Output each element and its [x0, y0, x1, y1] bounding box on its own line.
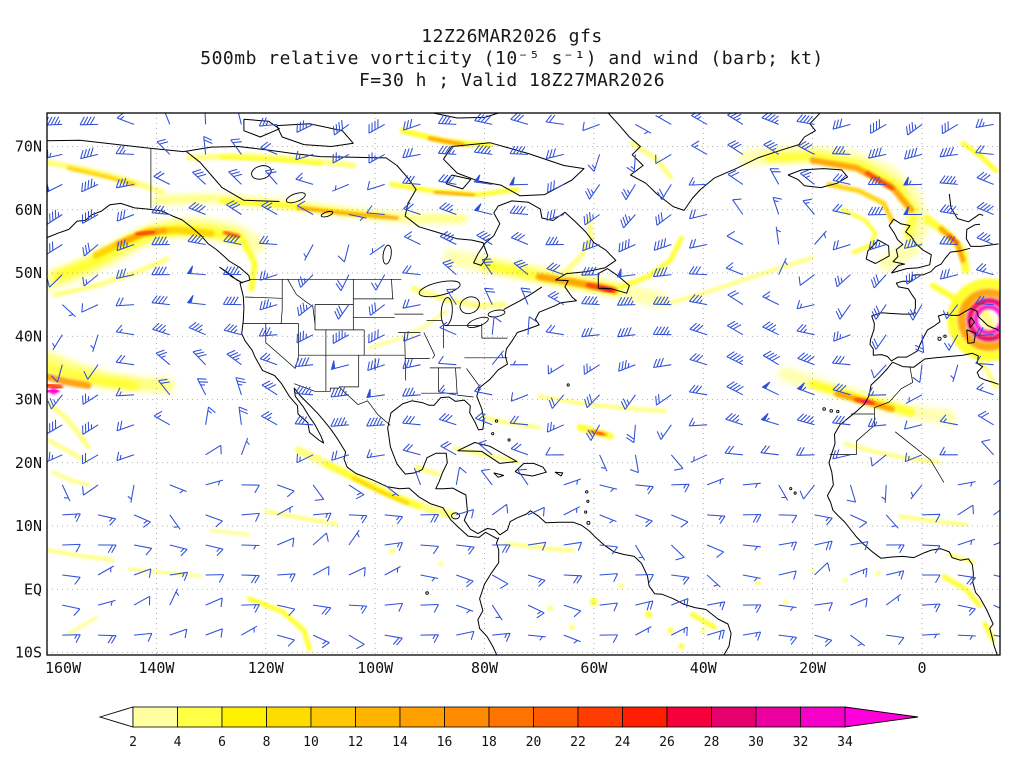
colorbar-segment [712, 707, 757, 727]
colorbar-below-min-arrow [100, 707, 133, 727]
colorbar-segment [801, 707, 846, 727]
lat-axis-label: 20N [15, 454, 42, 472]
title-model-run: 12Z26MAR2026 gfs [0, 26, 1024, 48]
colorbar-segment [133, 707, 178, 727]
lon-axis-label: 120W [248, 659, 285, 677]
colorbar-tick-label: 18 [481, 735, 497, 750]
colorbar-tick-label: 16 [437, 735, 453, 750]
chart-titles: 12Z26MAR2026 gfs 500mb relative vorticit… [0, 26, 1024, 92]
title-field-description: 500mb relative vorticity (10⁻⁵ s⁻¹) and … [0, 48, 1024, 70]
lon-axis-label: 0 [917, 659, 926, 677]
colorbar-tick-label: 24 [615, 735, 631, 750]
colorbar-segment [756, 707, 801, 727]
lat-axis-label: EQ [24, 580, 42, 598]
colorbar-segment [534, 707, 579, 727]
lon-axis-label: 20W [799, 659, 827, 677]
colorbar-segment [356, 707, 401, 727]
colorbar-tick-label: 26 [659, 735, 675, 750]
colorbar-tick-label: 32 [793, 735, 809, 750]
lon-axis-label: 140W [138, 659, 175, 677]
colorbar-segment [267, 707, 312, 727]
colorbar-segment [578, 707, 623, 727]
lat-axis-label: 50N [15, 264, 42, 282]
colorbar-tick-label: 8 [263, 735, 271, 750]
lat-axis-label: 10S [15, 644, 42, 662]
colorbar-segment [400, 707, 445, 727]
colorbar-tick-label: 4 [174, 735, 182, 750]
colorbar-segment [623, 707, 668, 727]
colorbar-tick-label: 20 [526, 735, 542, 750]
colorbar-segment [311, 707, 356, 727]
colorbar-segment [489, 707, 534, 727]
colorbar-above-max-arrow [845, 707, 918, 727]
colorbar-tick-label: 30 [748, 735, 764, 750]
wind-barbs [44, 106, 1011, 648]
colorbar-tick-label: 34 [837, 735, 853, 750]
lon-axis-label: 160W [45, 659, 82, 677]
colorbar-tick-label: 10 [303, 735, 319, 750]
colorbar-tick-label: 28 [704, 735, 720, 750]
colorbar-tick-label: 2 [129, 735, 137, 750]
colorbar-segment [445, 707, 490, 727]
lat-axis-label: 10N [15, 517, 42, 535]
lat-axis-label: 30N [15, 391, 42, 409]
lon-axis-label: 60W [580, 659, 608, 677]
colorbar-tick-label: 6 [218, 735, 226, 750]
colorbar-segment [222, 707, 267, 727]
lon-axis-label: 80W [471, 659, 499, 677]
colorbar-tick-label: 22 [570, 735, 586, 750]
colorbar-segment [178, 707, 223, 727]
lat-axis-label: 60N [15, 201, 42, 219]
lat-axis-label: 40N [15, 327, 42, 345]
colorbar-tick-label: 14 [392, 735, 408, 750]
lon-axis-label: 100W [357, 659, 394, 677]
colorbar-tick-label: 12 [348, 735, 364, 750]
title-forecast-valid: F=30 h ; Valid 18Z27MAR2026 [0, 70, 1024, 92]
lon-axis-label: 40W [690, 659, 718, 677]
colorbar-segment [667, 707, 712, 727]
lat-axis-label: 70N [15, 138, 42, 156]
